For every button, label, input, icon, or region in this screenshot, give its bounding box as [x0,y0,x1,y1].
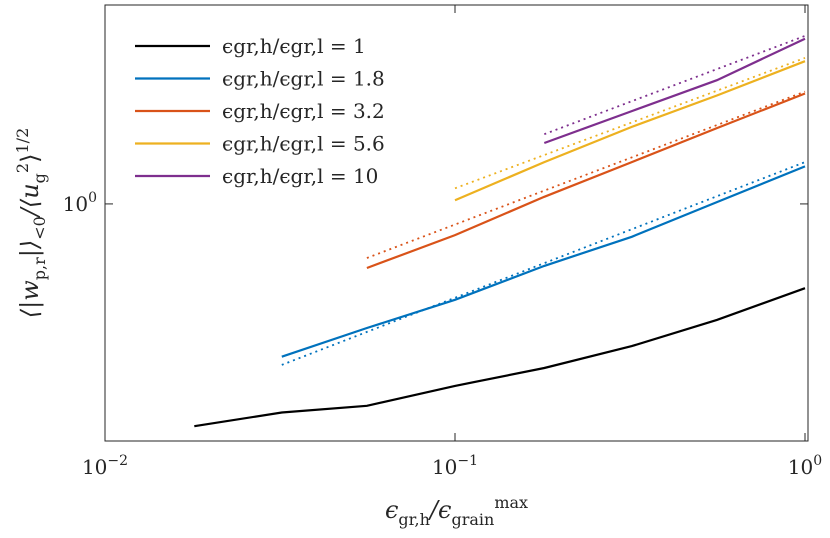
xlabel-part: grain [451,510,494,529]
ylabel-part: g [30,173,49,183]
tick-base: 10 [63,192,88,216]
ylabel-part: p,r [30,257,49,280]
ylabel-part: 2 [13,163,32,173]
tick-label: 10−1 [432,453,478,479]
fit-line [543,35,806,136]
data-line [366,92,806,270]
ylabel-part: /⟨u [16,183,44,218]
legend-label: ϵgr,h/ϵgr,l = 1.8 [222,67,385,91]
data-line [543,37,806,145]
xlabel: ϵgr,h/ϵgrainmax [385,493,528,529]
legend-label: ϵgr,h/ϵgr,l = 5.6 [222,132,385,156]
xlabel-part: ϵ [385,496,398,524]
tick-base: 10 [788,455,813,479]
plot-frame [104,4,809,442]
fit-line [454,57,806,190]
ylabel-part: <0 [30,216,49,240]
tick-base: 10 [82,455,107,479]
tick-label: 100 [788,453,822,479]
ylabel: ⟨|wp,r|⟩<0/⟨ug2⟩1/2 [13,128,49,319]
data-line [281,165,806,358]
legend-label: ϵgr,h/ϵgr,l = 10 [222,164,378,188]
ylabel-part: 1/2 [13,128,32,154]
tick-power: −1 [457,453,478,469]
tick-power: 0 [813,453,822,469]
data-line [454,60,806,202]
ylabel-part: ⟩ [16,154,44,163]
xlabel-part: /ϵ [428,496,452,524]
tick-label: 10−2 [82,453,128,479]
ylabel-part: ⟨|w [16,280,45,318]
ylabel-part: |⟩ [16,240,45,257]
xlabel-part: max [494,493,528,512]
legend-label: ϵgr,h/ϵgr,l = 1 [222,34,366,58]
data-line [194,287,806,428]
tick-base: 10 [432,455,457,479]
xlabel-part: gr,h [398,510,430,529]
tick-power: 0 [88,190,97,206]
tick-label: 100 [63,190,97,216]
fit-line [281,161,806,366]
fit-line [366,90,806,259]
legend-label: ϵgr,h/ϵgr,l = 3.2 [222,99,385,123]
tick-power: −2 [107,453,128,469]
